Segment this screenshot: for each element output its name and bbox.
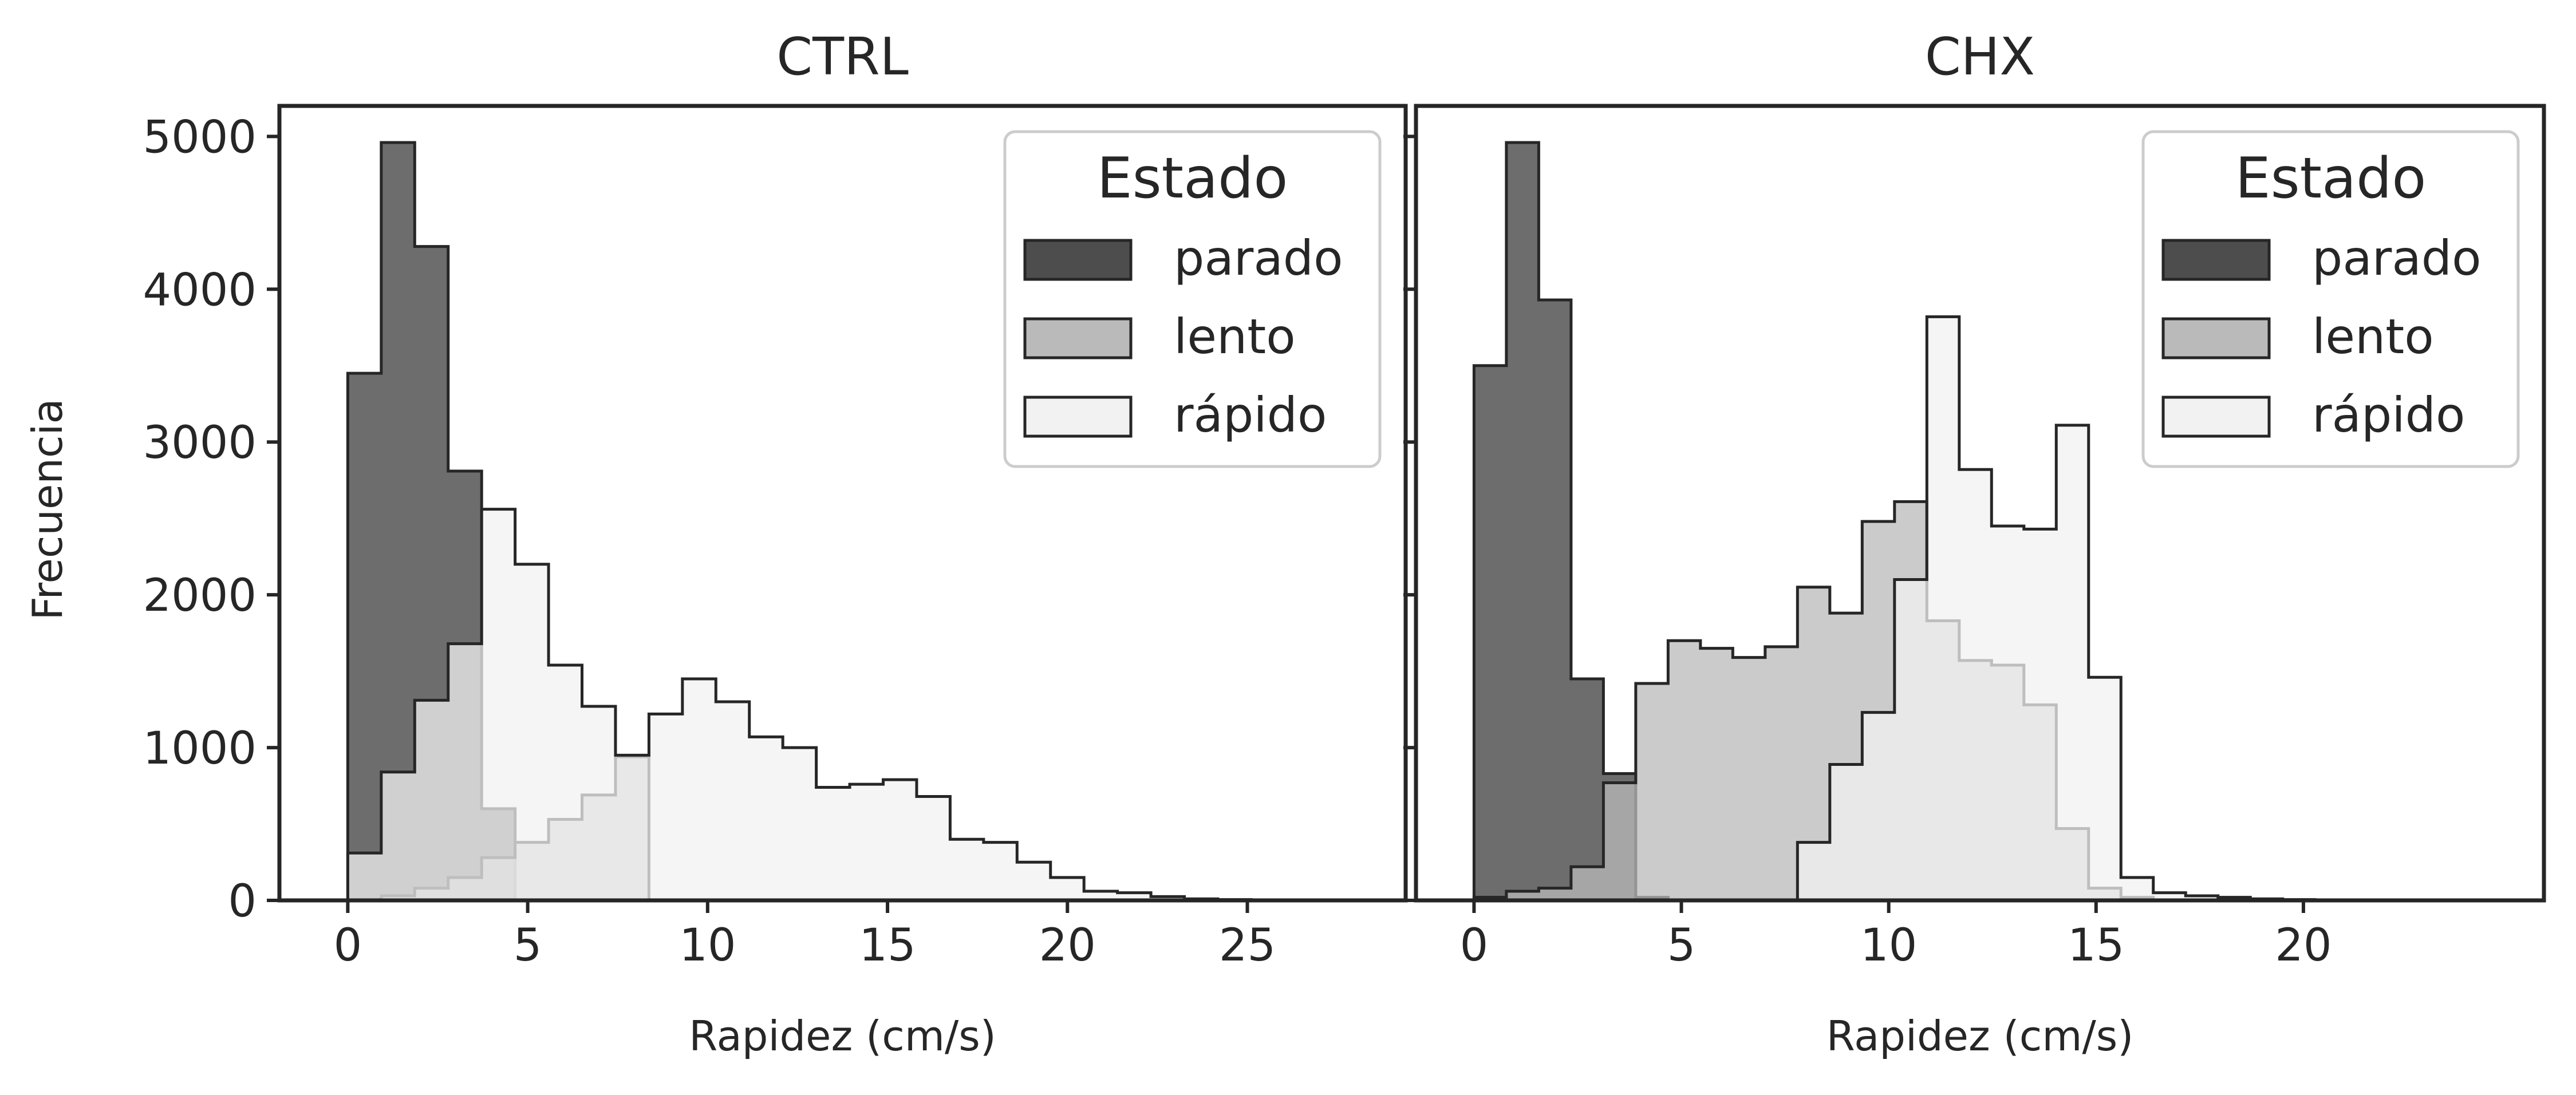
x-tick-label: 0 — [1460, 920, 1489, 971]
x-tick-label: 10 — [679, 920, 736, 971]
x-tick-label: 20 — [2275, 920, 2332, 971]
plot-frame — [277, 104, 1408, 903]
panel-title: CHX — [1925, 27, 2035, 87]
legend: Estado parado lento rápido — [2141, 130, 2520, 468]
legend-label-lento: lento — [2312, 309, 2434, 365]
panel-ctrl: 0 5 10 15 20 25 0 1000 2000 3000 4000 5000 CTRL Rapid… — [143, 27, 1408, 1060]
x-tick-label: 15 — [859, 920, 916, 971]
x-tick-label: 15 — [2068, 920, 2124, 971]
legend-swatch-rapido — [2161, 396, 2271, 438]
legend-swatch-lento — [1023, 317, 1133, 359]
x-tick-label: 5 — [1667, 920, 1696, 971]
y-tick-label: 2000 — [143, 570, 257, 622]
x-tick-label: 25 — [1219, 920, 1276, 971]
y-tick-label: 0 — [228, 876, 257, 927]
panel-title: CTRL — [776, 27, 909, 87]
legend: Estado parado lento rápido — [1003, 130, 1382, 468]
x-tick-label: 0 — [334, 920, 362, 971]
legend-swatch-parado — [2161, 239, 2271, 281]
series-rapido-steps — [346, 508, 1253, 902]
plot-frame — [1414, 104, 2546, 903]
y-tick-label: 5000 — [143, 112, 257, 163]
legend-label-rapido: rápido — [1174, 387, 1327, 443]
y-tick-label: 4000 — [143, 264, 257, 316]
legend-swatch-lento — [2161, 317, 2271, 359]
x-axis-label: Rapidez (cm/s) — [1827, 1012, 2134, 1060]
x-axis-label: Rapidez (cm/s) — [689, 1012, 996, 1060]
y-axis-label: Frecuencia — [23, 398, 72, 620]
x-tick-label: 20 — [1039, 920, 1096, 971]
y-tick-label: 1000 — [143, 723, 257, 774]
x-tick-label: 10 — [1860, 920, 1917, 971]
legend-box — [2141, 130, 2520, 468]
legend-label-parado: parado — [1174, 230, 1343, 286]
legend-swatch-parado — [1023, 239, 1133, 281]
legend-label-parado: parado — [2312, 230, 2482, 286]
legend-swatch-rapido — [1023, 396, 1133, 438]
legend-title: Estado — [2235, 146, 2427, 211]
legend-box — [1003, 130, 1382, 468]
legend-label-lento: lento — [1174, 309, 1296, 365]
legend-title: Estado — [1097, 146, 1288, 211]
legend-label-rapido: rápido — [2312, 387, 2465, 443]
panel-chx: 0 5 10 15 20 CHX Rapidez (cm/s) Estado parado len… — [1403, 27, 2546, 1060]
y-tick-label: 3000 — [143, 417, 257, 469]
x-tick-label: 5 — [514, 920, 542, 971]
